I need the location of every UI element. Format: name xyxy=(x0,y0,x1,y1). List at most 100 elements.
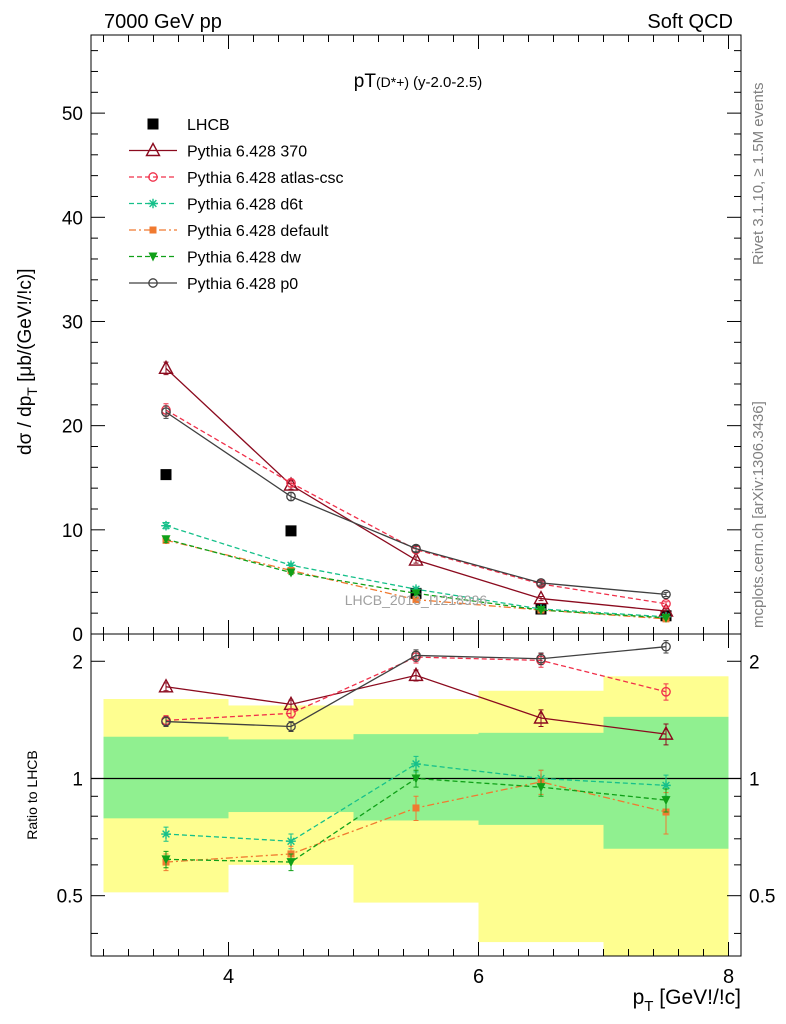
x-axis-label: pT [GeV!/!c] xyxy=(633,986,741,1015)
legend-marker xyxy=(147,118,159,130)
legend-label: Pythia 6.428 d6t xyxy=(187,197,303,214)
ratio-point xyxy=(412,804,420,812)
y-tick-label: 10 xyxy=(62,521,83,542)
ratio-series-0 xyxy=(158,666,674,746)
legend-entry: Pythia 6.428 atlas-csc xyxy=(129,170,344,187)
x-tick-label: 4 xyxy=(223,966,234,988)
data-point xyxy=(536,606,546,616)
ratio-y-tick-label: 0.5 xyxy=(57,887,83,908)
error-bar xyxy=(413,544,419,553)
ratio-point xyxy=(661,796,671,806)
ratio-y-tick-label: 1 xyxy=(749,769,760,790)
series-1 xyxy=(158,359,674,617)
data-point xyxy=(286,568,296,578)
ylabel-sub: T xyxy=(24,387,40,396)
data-point xyxy=(408,551,424,566)
ratio-plot: 0.5 0.5 1 1 2 2 4 6 8 Ratio to LHCB pT [GeV!/!c] xyxy=(24,633,775,1015)
y-tick-label: 30 xyxy=(62,312,83,333)
main-y-axis-label: dσ / dpT [μb/(GeV!/!c)] xyxy=(15,269,40,455)
legend-label: Pythia 6.428 default xyxy=(187,223,329,240)
data-point xyxy=(661,589,671,600)
data-point xyxy=(411,543,421,554)
data-point xyxy=(661,613,671,623)
legend-entry: Pythia 6.428 370 xyxy=(129,142,307,161)
inner-band xyxy=(103,736,229,819)
data-point xyxy=(536,578,546,588)
ratio-error-bar xyxy=(288,721,294,733)
ratio-point xyxy=(286,836,296,847)
ratio-series-5 xyxy=(161,640,671,733)
legend-label: Pythia 6.428 dw xyxy=(187,250,301,267)
main-plot-body xyxy=(158,359,674,623)
ratio-point xyxy=(661,686,671,697)
ratio-point xyxy=(658,725,674,740)
ratio-point xyxy=(411,774,421,784)
data-point xyxy=(533,590,549,605)
legend: LHCB Pythia 6.428 370 Pythia 6.428 atlas-c… xyxy=(129,117,344,293)
mcplots-label: mcplots.cern.ch [arXiv:1306.3436] xyxy=(750,401,767,628)
series-2 xyxy=(161,403,671,609)
ratio-point xyxy=(661,641,671,652)
ratio-point xyxy=(158,678,174,693)
legend-marker xyxy=(148,252,158,262)
xlabel-tail: [GeV!/!c] xyxy=(653,986,741,1009)
x-tick-label: 6 xyxy=(473,966,484,988)
legend-entry: Pythia 6.428 d6t xyxy=(129,197,303,214)
series-line xyxy=(165,367,667,612)
ratio-point xyxy=(286,858,296,868)
ratio-y-tick-label: 1 xyxy=(72,769,83,790)
data-point xyxy=(286,491,296,502)
y-tick-label: 0 xyxy=(72,625,83,646)
data-point xyxy=(411,584,421,595)
legend-marker xyxy=(145,142,161,157)
ratio-point xyxy=(411,759,421,769)
xlabel-sub: T xyxy=(644,998,653,1015)
ratio-y-tick-label: 2 xyxy=(749,652,760,673)
data-point xyxy=(661,598,671,609)
legend-entry: Pythia 6.428 default xyxy=(129,223,329,240)
ylabel-tail: [μb/(GeV!/!c)] xyxy=(15,269,36,388)
data-point xyxy=(411,589,421,599)
legend-label: Pythia 6.428 atlas-csc xyxy=(187,170,344,187)
ratio-axis-ticks: 0.5 0.5 1 1 2 2 4 6 8 xyxy=(57,634,775,988)
ratio-y-axis-label: Ratio to LHCB xyxy=(24,750,40,839)
ratio-point xyxy=(536,783,546,793)
ratio-y-tick-label: 0.5 xyxy=(749,887,775,908)
legend-marker xyxy=(149,226,157,234)
analysis-watermark: LHCB_2013_I1218996 xyxy=(345,592,488,608)
y-tick-label: 20 xyxy=(62,417,83,438)
x-tick-label: 8 xyxy=(723,966,734,988)
legend-entry: Pythia 6.428 dw xyxy=(129,250,301,267)
inner-band xyxy=(228,739,354,813)
series-line xyxy=(165,411,667,596)
error-bar xyxy=(538,580,544,586)
ratio-y-tick-label: 2 xyxy=(72,652,83,673)
series-line xyxy=(165,409,667,605)
data-point xyxy=(285,525,297,537)
error-bar xyxy=(663,601,669,607)
data-point xyxy=(160,469,172,481)
main-plot-title: pT(D*+) (y-2.0-2.5) xyxy=(354,71,482,92)
xlabel-main: p xyxy=(633,986,645,1009)
legend-label: Pythia 6.428 p0 xyxy=(187,276,298,293)
ylabel-main: dσ / dp xyxy=(15,396,36,455)
data-point xyxy=(161,520,171,531)
series-6 xyxy=(161,405,671,600)
ratio-series-4 xyxy=(161,769,671,872)
ratio-point xyxy=(536,653,546,664)
legend-entry: LHCB xyxy=(147,117,230,134)
y-tick-label: 40 xyxy=(62,208,83,229)
error-bar xyxy=(663,591,669,597)
ratio-point xyxy=(286,721,296,732)
ratio-plot-body xyxy=(158,640,674,872)
data-point xyxy=(286,560,296,571)
header-right: Soft QCD xyxy=(647,11,733,33)
error-bar xyxy=(538,595,544,602)
data-point xyxy=(286,478,296,488)
legend-marker xyxy=(148,172,158,182)
ratio-point xyxy=(286,708,296,719)
ratio-point xyxy=(161,855,171,865)
series-5 xyxy=(161,535,671,623)
ratio-line xyxy=(165,656,667,722)
rivet-label: Rivet 3.1.10, ≥ 1.5M events xyxy=(750,83,767,266)
